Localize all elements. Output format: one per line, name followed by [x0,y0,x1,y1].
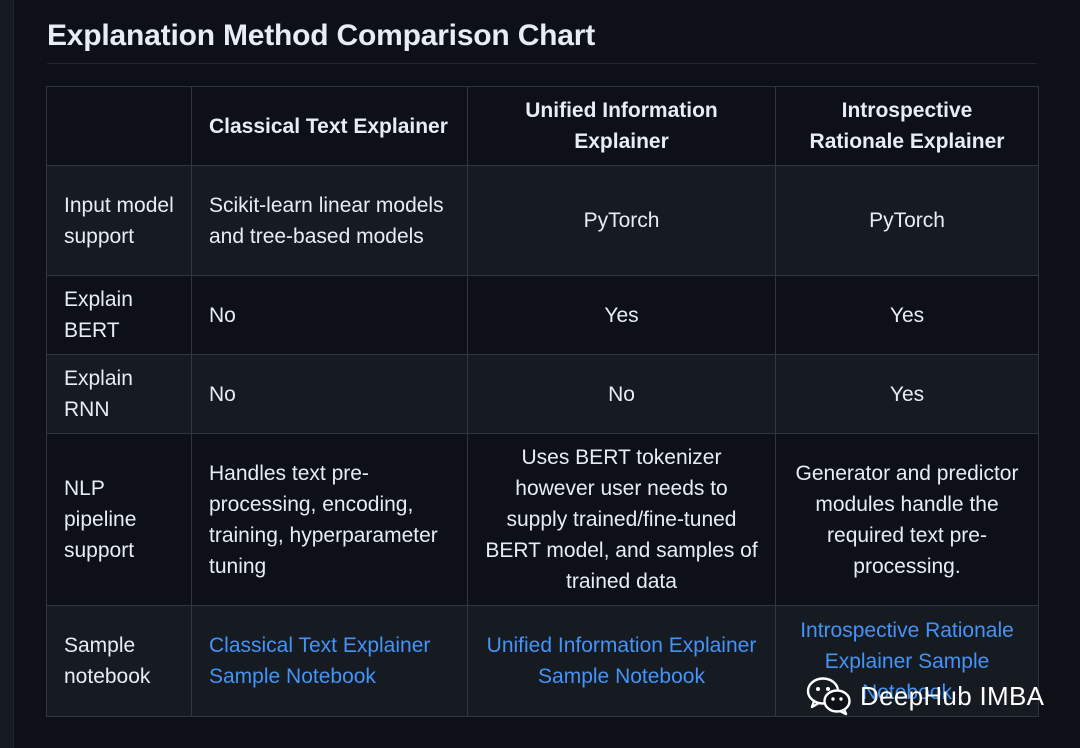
table-cell: No [467,354,776,434]
table-cell: Classical Text Explainer Sample Notebook [191,605,468,717]
watermark-text: DeepHub IMBA [860,680,1045,711]
table-cell: No [191,275,468,355]
row-label: Sample notebook [46,605,192,717]
header-introspective-rationale-explainer: Introspective Rationale Explainer [775,86,1039,166]
unified-notebook-link[interactable]: Unified Information Explainer Sample Not… [486,634,757,688]
table-cell: PyTorch [467,165,776,276]
row-label: Explain BERT [46,275,192,355]
page-heading: Explanation Method Comparison Chart [47,14,1037,64]
classical-notebook-link[interactable]: Classical Text Explainer Sample Notebook [209,634,431,688]
header-classical-text-explainer: Classical Text Explainer [191,86,468,166]
table-cell: Generator and predictor modules handle t… [775,433,1039,606]
table-cell: PyTorch [775,165,1039,276]
table-cell: Unified Information Explainer Sample Not… [467,605,776,717]
wechat-icon [806,676,852,716]
table-row-explain-rnn: Explain RNN No No Yes [46,354,1039,434]
table-row-input-model-support: Input model support Scikit-learn linear … [46,165,1039,276]
table-cell: Yes [467,275,776,355]
table-cell: Introspective Rationale Explainer Sample… [775,605,1039,717]
table-cell: Uses BERT tokenizer however user needs t… [467,433,776,606]
comparison-table: Classical Text Explainer Unified Informa… [46,86,1039,717]
table-row-nlp-pipeline-support: NLP pipeline support Handles text pre-pr… [46,433,1039,606]
table-cell: Handles text pre-processing, encoding, t… [191,433,468,606]
table-cell: Scikit-learn linear models and tree-base… [191,165,468,276]
row-label: NLP pipeline support [46,433,192,606]
watermark: DeepHub IMBA [806,674,1044,718]
table-cell: Yes [775,275,1039,355]
table-cell: No [191,354,468,434]
introspective-notebook-link[interactable]: Introspective Rationale Explainer Sample… [800,618,1014,704]
row-label: Input model support [46,165,192,276]
window-left-edge [0,0,14,748]
table-row-sample-notebook: Sample notebook Classical Text Explainer… [46,605,1039,717]
table-header-row: Classical Text Explainer Unified Informa… [46,86,1039,166]
header-cell-empty [46,86,192,166]
row-label: Explain RNN [46,354,192,434]
table-cell: Yes [775,354,1039,434]
table-row-explain-bert: Explain BERT No Yes Yes [46,275,1039,355]
header-unified-information-explainer: Unified Information Explainer [467,86,776,166]
page-title: Explanation Method Comparison Chart [47,19,596,52]
